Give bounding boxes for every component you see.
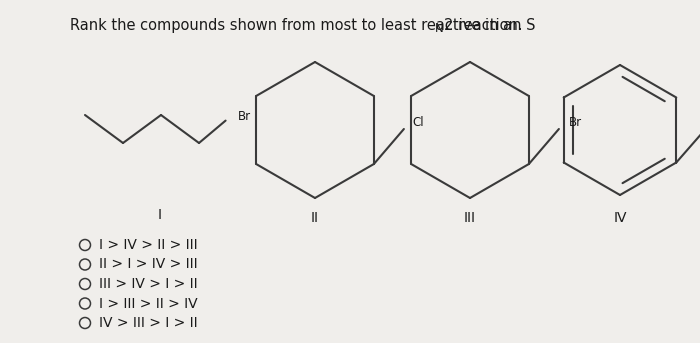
Text: II: II [311, 211, 319, 225]
Text: III: III [464, 211, 476, 225]
Text: Cl: Cl [412, 117, 424, 130]
Text: II > I > IV > III: II > I > IV > III [99, 258, 197, 272]
Text: IV: IV [613, 211, 626, 225]
Text: N: N [435, 22, 444, 35]
Text: Br: Br [569, 117, 582, 130]
Text: I: I [158, 208, 162, 222]
Text: IV > III > I > II: IV > III > I > II [99, 316, 197, 330]
Text: I > IV > II > III: I > IV > II > III [99, 238, 197, 252]
Text: Rank the compounds shown from most to least reactive in an S: Rank the compounds shown from most to le… [70, 18, 536, 33]
Text: III > IV > I > II: III > IV > I > II [99, 277, 197, 291]
Text: Br: Br [237, 110, 251, 123]
Text: 2 reaction.: 2 reaction. [444, 18, 523, 33]
Text: I > III > II > IV: I > III > II > IV [99, 296, 197, 310]
